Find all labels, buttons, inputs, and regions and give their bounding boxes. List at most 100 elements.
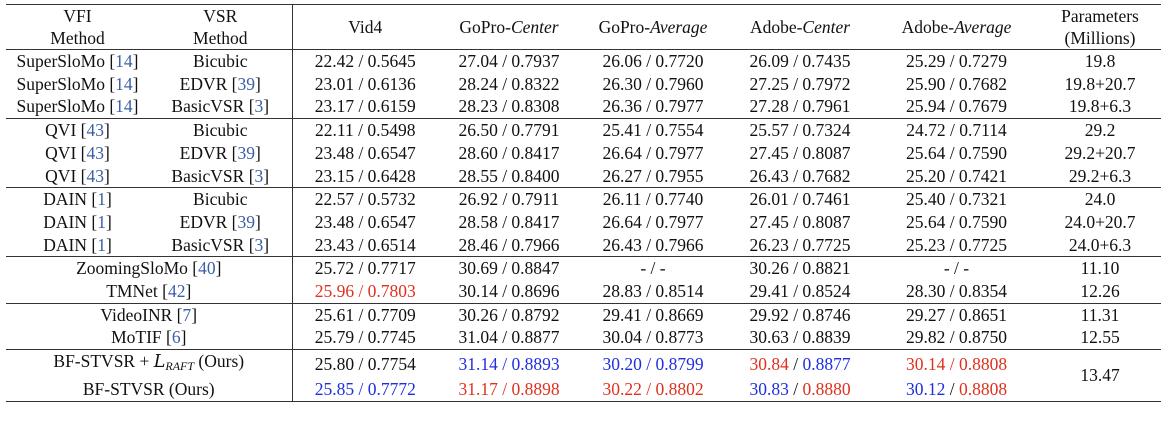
- citation-link[interactable]: 39: [237, 142, 256, 163]
- method-name: SuperSloMo: [16, 96, 105, 117]
- method-name: SuperSloMo: [16, 51, 105, 71]
- cell-adobe-average: 25.90 / 0.7682: [905, 73, 1008, 94]
- citation-link[interactable]: 14: [115, 73, 133, 94]
- cell-vid4: 23.43 / 0.6514: [314, 234, 416, 255]
- citation-link[interactable]: 3: [254, 165, 264, 186]
- cell-gopro-average: 26.64 / 0.7977: [602, 142, 704, 163]
- citation-link[interactable]: 1: [97, 189, 106, 210]
- cell-vid4: 23.48 / 0.6547: [314, 211, 416, 232]
- cell-gopro-average: 30.04 / 0.8773: [602, 327, 704, 348]
- header-vfi-method: VFI Method: [6, 4, 149, 50]
- results-table: VFI Method VSR Method Vid4 GoPro-Center Go…: [6, 4, 1161, 402]
- cell-vid4: 23.15 / 0.6428: [314, 165, 416, 186]
- cell-gopro-center: 28.24 / 0.8322: [458, 73, 560, 94]
- table-row: QVI [43] BasicVSR [3] 23.15 / 0.6428 28.55 …: [6, 164, 1161, 188]
- citation-link[interactable]: 3: [254, 96, 264, 117]
- cell-gopro-average: 26.43 / 0.7966: [602, 234, 704, 255]
- citation-link[interactable]: 42: [167, 281, 186, 302]
- method-name: MoTIF: [111, 327, 162, 348]
- method-name: Bicubic: [193, 120, 248, 141]
- cell-vfi-method: DAIN [1]: [43, 211, 112, 232]
- cell-vid4: 22.57 / 0.5732: [292, 187, 438, 211]
- cell-adobe-average: 25.29 / 0.7279: [874, 48, 1039, 73]
- psnr-value: 30.83: [749, 378, 789, 399]
- psnr-value: 25.80: [314, 353, 355, 374]
- method-name: ZoomingSloMo: [76, 258, 188, 279]
- ssim-value: 0.7772: [367, 378, 416, 399]
- cell-gopro-average: 29.41 / 0.8669: [580, 302, 726, 327]
- cell-vsr-method: Bicubic: [149, 118, 293, 142]
- psnr-value: 30.20: [602, 353, 642, 374]
- cell-adobe-center: 30.84 / 0.8877: [726, 349, 874, 378]
- cell-gopro-average: 26.64 / 0.7977: [602, 211, 704, 232]
- cell-gopro-center: 28.46 / 0.7966: [458, 234, 560, 255]
- table-row: DAIN [1] Bicubic 22.57 / 0.5732 26.92 / 0.7…: [6, 187, 1161, 211]
- cell-vfi-method: SuperSloMo [14]: [16, 96, 139, 117]
- psnr-value: 30.14: [905, 353, 946, 374]
- cell-vfi-method: SuperSloMo [14]: [16, 73, 139, 94]
- cell-parameters: 24.0+20.7: [1064, 211, 1136, 232]
- cell-adobe-average: 25.23 / 0.7725: [905, 234, 1008, 255]
- cell-vfi-method: QVI [43]: [45, 165, 110, 186]
- ssim-value: 0.8893: [511, 353, 560, 374]
- table-row: DAIN [1] BasicVSR [3] 23.43 / 0.6514 28.46 …: [6, 233, 1161, 257]
- method-name: QVI: [45, 165, 77, 186]
- cell-gopro-center: 26.92 / 0.7911: [438, 187, 580, 211]
- cell-vsr-method: Bicubic: [149, 48, 293, 73]
- citation-link[interactable]: 1: [97, 234, 106, 255]
- citation-link[interactable]: 43: [86, 120, 104, 141]
- cell-adobe-average: 29.27 / 0.8651: [874, 302, 1039, 327]
- cell-adobe-center: 30.83 / 0.8880: [749, 378, 851, 399]
- method-name: QVI: [45, 120, 77, 141]
- cell-parameters: 12.26: [1080, 281, 1120, 302]
- citation-link[interactable]: 43: [86, 165, 104, 186]
- cell-vid4: 23.17 / 0.6159: [314, 96, 416, 117]
- psnr-value: 30.12: [905, 378, 946, 399]
- cell-vfi-method: DAIN [1]: [6, 187, 149, 211]
- cell-parameters: 24.0: [1039, 187, 1161, 211]
- citation-link[interactable]: 40: [198, 258, 216, 279]
- citation-link[interactable]: 43: [86, 142, 104, 163]
- cell-gopro-center: 28.58 / 0.8417: [458, 211, 560, 232]
- psnr-value: 25.85: [314, 378, 355, 399]
- cell-parameters: 13.47: [1039, 349, 1161, 402]
- cell-parameters: 29.2+6.3: [1068, 165, 1132, 186]
- citation-link[interactable]: 14: [115, 96, 133, 117]
- ssim-value: 0.8802: [655, 378, 704, 399]
- cell-adobe-center: 26.01 / 0.7461: [726, 187, 874, 211]
- header-adobe-average: Adobe-Average: [874, 4, 1039, 50]
- header-adobe-center: Adobe-Center: [726, 4, 874, 50]
- citation-link[interactable]: 1: [97, 211, 106, 232]
- loss-subscript: RAFT: [165, 359, 195, 374]
- cell-vid4: 25.96 / 0.7803: [314, 281, 416, 302]
- loss-symbol: L: [153, 352, 166, 373]
- citation-link[interactable]: 14: [115, 51, 133, 71]
- cell-adobe-center: 30.63 / 0.8839: [749, 327, 851, 348]
- cell-parameters: 19.8+6.3: [1068, 96, 1132, 117]
- cell-adobe-center: 26.09 / 0.7435: [726, 48, 874, 73]
- method-name: SuperSloMo: [16, 73, 105, 94]
- cell-vfi-method: QVI [43]: [6, 118, 149, 142]
- cell-gopro-average: 30.20 / 0.8799: [580, 349, 726, 378]
- table-row: SuperSloMo [14] EDVR [39] 23.01 / 0.6136 28…: [6, 72, 1161, 96]
- cell-adobe-center: 27.45 / 0.8087: [749, 142, 851, 163]
- cell-vid4: 25.61 / 0.7709: [292, 302, 438, 327]
- cell-adobe-average: 25.94 / 0.7679: [905, 96, 1008, 117]
- citation-link[interactable]: 39: [237, 73, 256, 94]
- method-name: DAIN: [43, 234, 87, 255]
- cell-adobe-average: - / -: [874, 256, 1039, 281]
- method-name: BF-STVSR +: [53, 351, 154, 372]
- table-row: SuperSloMo [14] BasicVSR [3] 23.17 / 0.615…: [6, 95, 1161, 119]
- cell-gopro-center: 30.26 / 0.8792: [438, 302, 580, 327]
- citation-link[interactable]: 7: [182, 304, 192, 325]
- cell-adobe-average: 25.40 / 0.7321: [874, 187, 1039, 211]
- cell-gopro-center: 28.60 / 0.8417: [458, 142, 560, 163]
- citation-link[interactable]: 3: [254, 234, 264, 255]
- cell-method: VideoINR [7]: [6, 302, 293, 327]
- citation-link[interactable]: 39: [237, 211, 256, 232]
- table-row: TMNet [42] 25.96 / 0.7803 30.14 / 0.8696 28…: [6, 280, 1161, 304]
- cell-vid4: 25.80 / 0.7754: [292, 349, 438, 378]
- cell-adobe-center: 27.28 / 0.7961: [749, 96, 851, 117]
- cell-adobe-center: 29.92 / 0.8746: [726, 302, 874, 327]
- citation-link[interactable]: 6: [171, 327, 181, 348]
